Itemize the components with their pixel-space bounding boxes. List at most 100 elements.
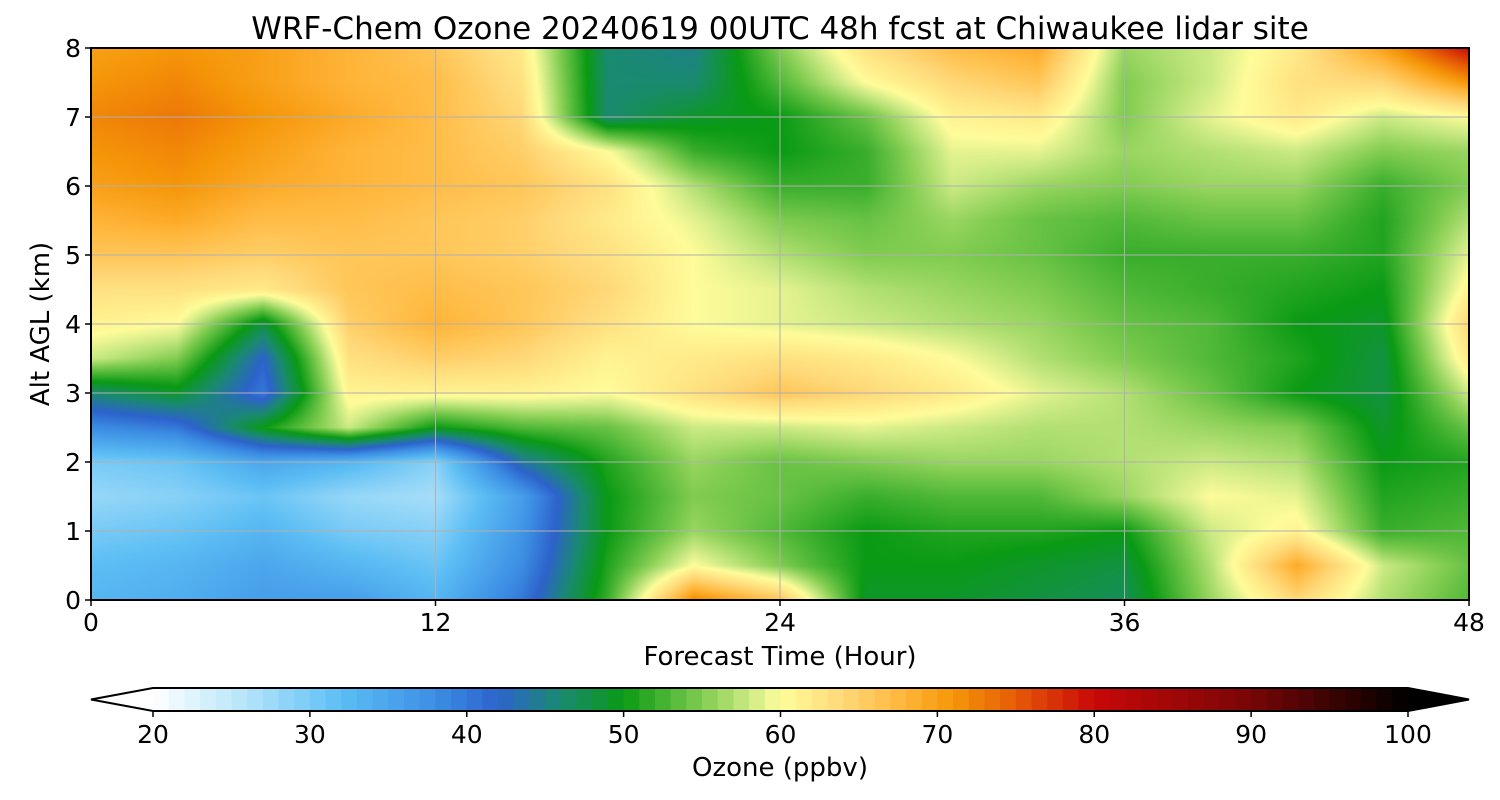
y-tick-label: 0 <box>65 586 81 615</box>
colorbar-swatch <box>513 688 531 711</box>
colorbar-swatch <box>937 688 954 711</box>
colorbar-swatch <box>184 688 201 711</box>
colorbar-swatch <box>1188 688 1205 711</box>
colorbar-swatch <box>372 688 389 711</box>
colorbar-swatch <box>702 688 719 711</box>
colorbar-extend-min <box>91 688 153 711</box>
x-axis-ticks: 0 12 24 36 48 <box>83 600 1485 637</box>
colorbar-swatch <box>1251 688 1268 711</box>
y-axis-label: Alt AGL (km) <box>26 242 56 406</box>
colorbar-swatch <box>592 688 609 711</box>
colorbar-tick-label: 90 <box>1235 720 1267 749</box>
colorbar-swatch <box>215 688 233 711</box>
colorbar-swatch <box>262 688 280 711</box>
colorbar: 20 30 40 50 60 70 80 90 100 <box>90 687 1470 749</box>
colorbar-swatch <box>686 688 703 711</box>
colorbar-tick-label: 100 <box>1384 720 1432 749</box>
colorbar-swatch <box>670 688 687 711</box>
colorbar-swatch <box>1360 688 1378 711</box>
colorbar-swatch <box>1047 688 1064 711</box>
colorbar-swatch <box>1376 688 1393 711</box>
colorbar-swatch <box>607 688 625 711</box>
colorbar-swatch <box>639 688 656 711</box>
x-tick-label: 24 <box>764 608 796 637</box>
colorbar-label: Ozone (ppbv) <box>692 753 868 783</box>
x-tick-label: 36 <box>1109 608 1141 637</box>
colorbar-swatch <box>451 688 468 711</box>
colorbar-swatch <box>811 688 829 711</box>
colorbar-swatch <box>560 688 578 711</box>
colorbar-swatch <box>247 688 264 711</box>
colorbar-swatch <box>764 688 782 711</box>
colorbar-swatch <box>1094 688 1111 711</box>
colorbar-swatch <box>435 688 452 711</box>
chart-title: WRF-Chem Ozone 20240619 00UTC 48h fcst a… <box>251 11 1309 47</box>
colorbar-swatch <box>921 688 938 711</box>
colorbar-swatch <box>717 688 735 711</box>
colorbar-tick-label: 20 <box>137 720 169 749</box>
colorbar-swatch <box>1000 688 1017 711</box>
colorbar-swatch <box>623 688 640 711</box>
colorbar-swatch <box>404 688 421 711</box>
x-tick-label: 12 <box>420 608 452 637</box>
colorbar-swatch <box>356 688 374 711</box>
colorbar-swatch <box>843 688 860 711</box>
colorbar-tick-label: 40 <box>451 720 483 749</box>
colorbar-swatch <box>984 688 1001 711</box>
colorbar-swatch <box>153 688 170 711</box>
colorbar-swatch <box>827 688 844 711</box>
colorbar-swatch <box>1015 688 1033 711</box>
colorbar-swatches <box>91 688 1469 711</box>
colorbar-swatch <box>1345 688 1362 711</box>
colorbar-tick-label: 70 <box>921 720 953 749</box>
colorbar-swatch <box>482 688 499 711</box>
colorbar-tick-label: 30 <box>294 720 326 749</box>
colorbar-swatch <box>200 688 217 711</box>
colorbar-swatch <box>168 688 185 711</box>
colorbar-swatch <box>968 688 986 711</box>
colorbar-swatch <box>780 688 797 711</box>
colorbar-swatch <box>655 688 672 711</box>
colorbar-swatch <box>1172 688 1189 711</box>
colorbar-swatch <box>309 688 327 711</box>
colorbar-tick-label: 80 <box>1078 720 1110 749</box>
colorbar-swatch <box>1062 688 1080 711</box>
y-tick-label: 5 <box>65 241 81 270</box>
colorbar-swatch <box>890 688 907 711</box>
x-tick-label: 0 <box>83 608 99 637</box>
colorbar-swatch <box>733 688 750 711</box>
y-tick-label: 6 <box>65 172 81 201</box>
colorbar-swatch <box>419 688 436 711</box>
colorbar-swatch <box>874 688 891 711</box>
colorbar-swatch <box>341 688 358 711</box>
colorbar-swatch <box>1329 688 1346 711</box>
colorbar-swatch <box>1109 688 1127 711</box>
colorbar-swatch <box>1204 688 1221 711</box>
colorbar-swatch <box>1031 688 1048 711</box>
y-tick-label: 8 <box>65 34 81 63</box>
x-tick-label: 48 <box>1453 608 1485 637</box>
colorbar-swatch <box>325 688 342 711</box>
colorbar-swatch <box>388 688 405 711</box>
colorbar-swatch <box>1235 688 1252 711</box>
colorbar-swatch <box>1266 688 1284 711</box>
colorbar-swatch <box>466 688 484 711</box>
colorbar-swatch <box>1392 688 1409 711</box>
colorbar-swatch <box>796 688 813 711</box>
colorbar-ticks: 20 30 40 50 60 70 80 90 100 <box>137 711 1432 749</box>
colorbar-swatch <box>231 688 248 711</box>
y-tick-label: 2 <box>65 448 81 477</box>
colorbar-swatch <box>545 688 562 711</box>
colorbar-swatch <box>1313 688 1331 711</box>
x-axis-label: Forecast Time (Hour) <box>643 642 916 672</box>
colorbar-swatch <box>906 688 923 711</box>
colorbar-swatch <box>1282 688 1299 711</box>
y-axis-ticks: 0 1 2 3 4 5 6 7 8 <box>65 34 91 615</box>
colorbar-swatch <box>294 688 311 711</box>
colorbar-extend-max <box>1408 688 1469 711</box>
colorbar-tick-label: 60 <box>765 720 797 749</box>
colorbar-swatch <box>576 688 593 711</box>
colorbar-swatch <box>529 688 546 711</box>
